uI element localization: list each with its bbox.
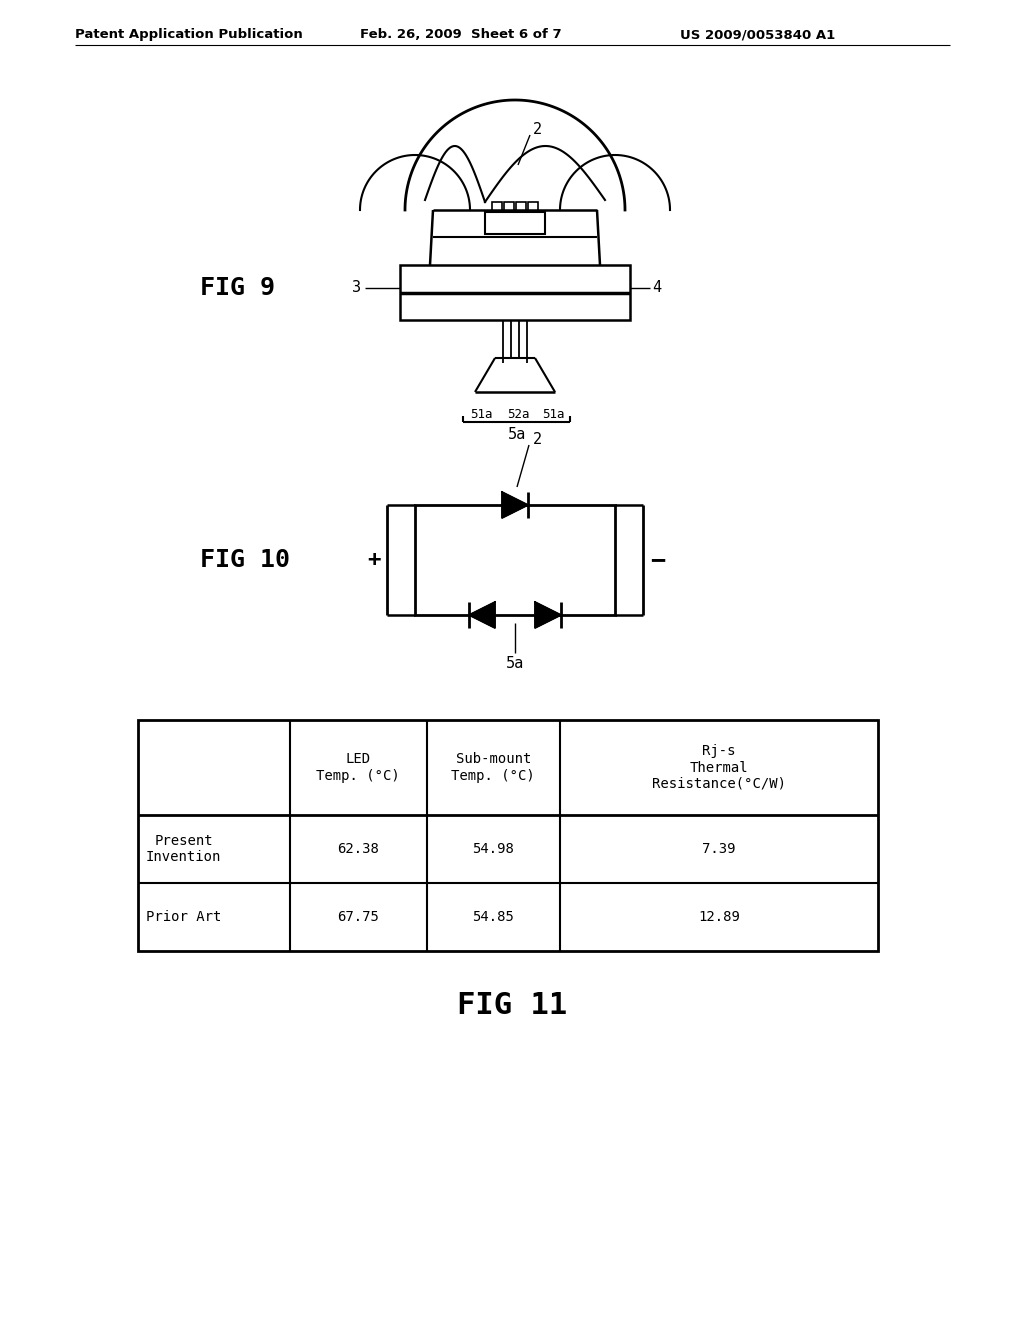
- Text: 3: 3: [352, 281, 361, 296]
- Text: 54.98: 54.98: [472, 842, 514, 855]
- Text: Rj-s
Thermal
Resistance(°C/W): Rj-s Thermal Resistance(°C/W): [652, 744, 785, 791]
- Text: −: −: [650, 548, 665, 572]
- Text: Present
Invention: Present Invention: [146, 834, 221, 865]
- Bar: [415, 506, 615, 615]
- Text: 2: 2: [534, 433, 542, 447]
- Text: FIG 11: FIG 11: [457, 991, 567, 1020]
- Text: Feb. 26, 2009  Sheet 6 of 7: Feb. 26, 2009 Sheet 6 of 7: [360, 28, 561, 41]
- Bar: [516, 202, 526, 213]
- Text: 2: 2: [534, 123, 542, 137]
- Text: 67.75: 67.75: [337, 909, 379, 924]
- Polygon shape: [469, 602, 495, 628]
- Text: LED
Temp. (°C): LED Temp. (°C): [316, 752, 400, 783]
- Text: 12.89: 12.89: [698, 909, 739, 924]
- Text: 5a: 5a: [506, 656, 524, 671]
- Text: 62.38: 62.38: [337, 842, 379, 855]
- Text: +: +: [367, 550, 380, 570]
- Polygon shape: [535, 602, 561, 628]
- Text: US 2009/0053840 A1: US 2009/0053840 A1: [680, 28, 836, 41]
- Text: FIG 9: FIG 9: [200, 276, 275, 300]
- Text: Sub-mount
Temp. (°C): Sub-mount Temp. (°C): [452, 752, 536, 783]
- Text: 5a: 5a: [508, 426, 526, 442]
- Text: 4: 4: [652, 281, 662, 296]
- Bar: [528, 202, 538, 213]
- Text: 54.85: 54.85: [472, 909, 514, 924]
- Text: Prior Art: Prior Art: [146, 909, 221, 924]
- Bar: [504, 202, 514, 213]
- Text: 52a: 52a: [507, 408, 529, 421]
- Text: Patent Application Publication: Patent Application Publication: [75, 28, 303, 41]
- Text: FIG 10: FIG 10: [200, 548, 290, 572]
- Bar: [492, 202, 502, 213]
- Text: 7.39: 7.39: [702, 842, 735, 855]
- Bar: [400, 265, 630, 319]
- Text: 51a: 51a: [542, 408, 564, 421]
- Bar: [138, 719, 878, 950]
- Bar: [485, 213, 545, 234]
- Polygon shape: [502, 492, 528, 517]
- Text: 51a: 51a: [470, 408, 493, 421]
